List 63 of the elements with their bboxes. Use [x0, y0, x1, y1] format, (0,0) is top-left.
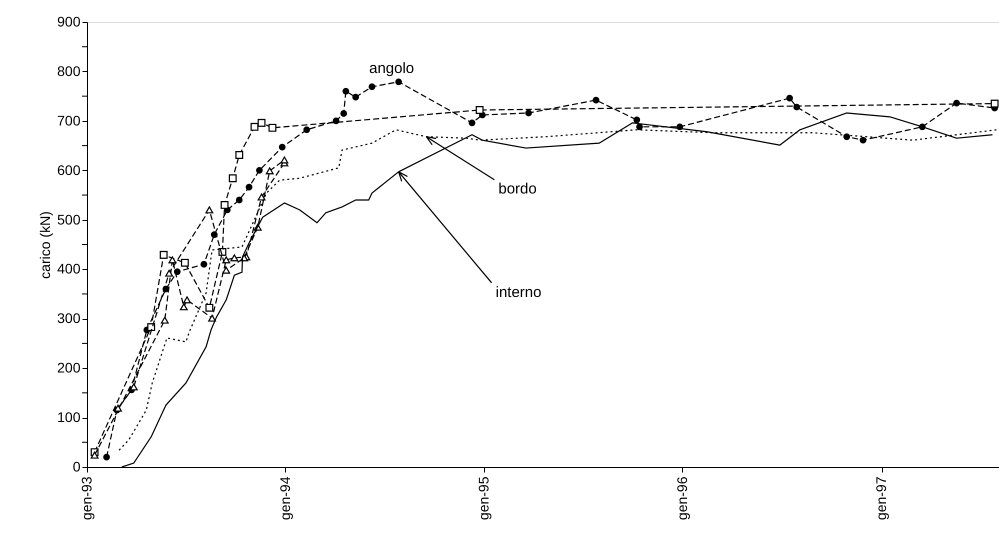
point	[256, 166, 263, 174]
y-tick-label: 100	[57, 409, 81, 426]
point	[258, 194, 266, 201]
point	[183, 296, 192, 304]
point	[208, 314, 216, 322]
point	[200, 260, 208, 268]
point	[592, 96, 600, 104]
point	[476, 106, 484, 114]
y-tick-label: 900	[57, 14, 81, 30]
y-axis-title: carico (kN)	[37, 211, 54, 279]
y-tick-label: 500	[57, 211, 81, 228]
y-tick-label: 800	[57, 62, 81, 79]
point	[250, 122, 258, 131]
x-tick-label: gen-95	[475, 476, 492, 520]
point	[205, 304, 214, 312]
point	[180, 303, 188, 310]
point	[230, 254, 238, 262]
point	[395, 78, 402, 86]
point	[860, 136, 866, 144]
point	[280, 156, 288, 164]
point	[222, 256, 230, 264]
point	[160, 316, 169, 324]
x-tick-label: gen-97	[873, 476, 890, 520]
point	[165, 270, 174, 277]
annotation: interno	[496, 284, 542, 301]
point	[180, 258, 189, 267]
x-tick-label: gen-96	[674, 476, 690, 520]
point	[525, 110, 532, 116]
point	[368, 83, 376, 90]
point	[266, 167, 274, 174]
x-tick-label: gen-94	[276, 476, 293, 520]
point	[786, 94, 793, 102]
point	[90, 452, 99, 459]
point	[222, 266, 230, 274]
point	[205, 206, 214, 214]
point	[246, 184, 252, 190]
point	[168, 256, 176, 264]
point	[268, 124, 276, 132]
point	[103, 454, 110, 460]
point	[235, 151, 244, 159]
point	[303, 126, 310, 134]
y-tick-label: 600	[57, 162, 81, 178]
point	[468, 120, 476, 126]
point	[228, 174, 237, 182]
y-tick-label: 400	[57, 260, 81, 277]
point	[258, 118, 266, 127]
point	[342, 88, 350, 95]
y-tick-label: 300	[57, 310, 81, 326]
point	[352, 94, 360, 101]
y-tick-label: 200	[57, 360, 81, 376]
annotation: angolo	[369, 60, 414, 77]
point	[160, 250, 168, 259]
y-tick-label: 0	[72, 458, 81, 474]
point	[990, 100, 999, 108]
x-tick-label: gen-93	[78, 476, 94, 520]
point	[236, 196, 243, 204]
point	[278, 144, 286, 150]
point	[340, 110, 348, 117]
annotation: bordo	[498, 180, 537, 198]
point	[220, 200, 229, 209]
point	[633, 116, 640, 124]
point	[843, 133, 850, 140]
y-tick-label: 700	[57, 112, 81, 128]
